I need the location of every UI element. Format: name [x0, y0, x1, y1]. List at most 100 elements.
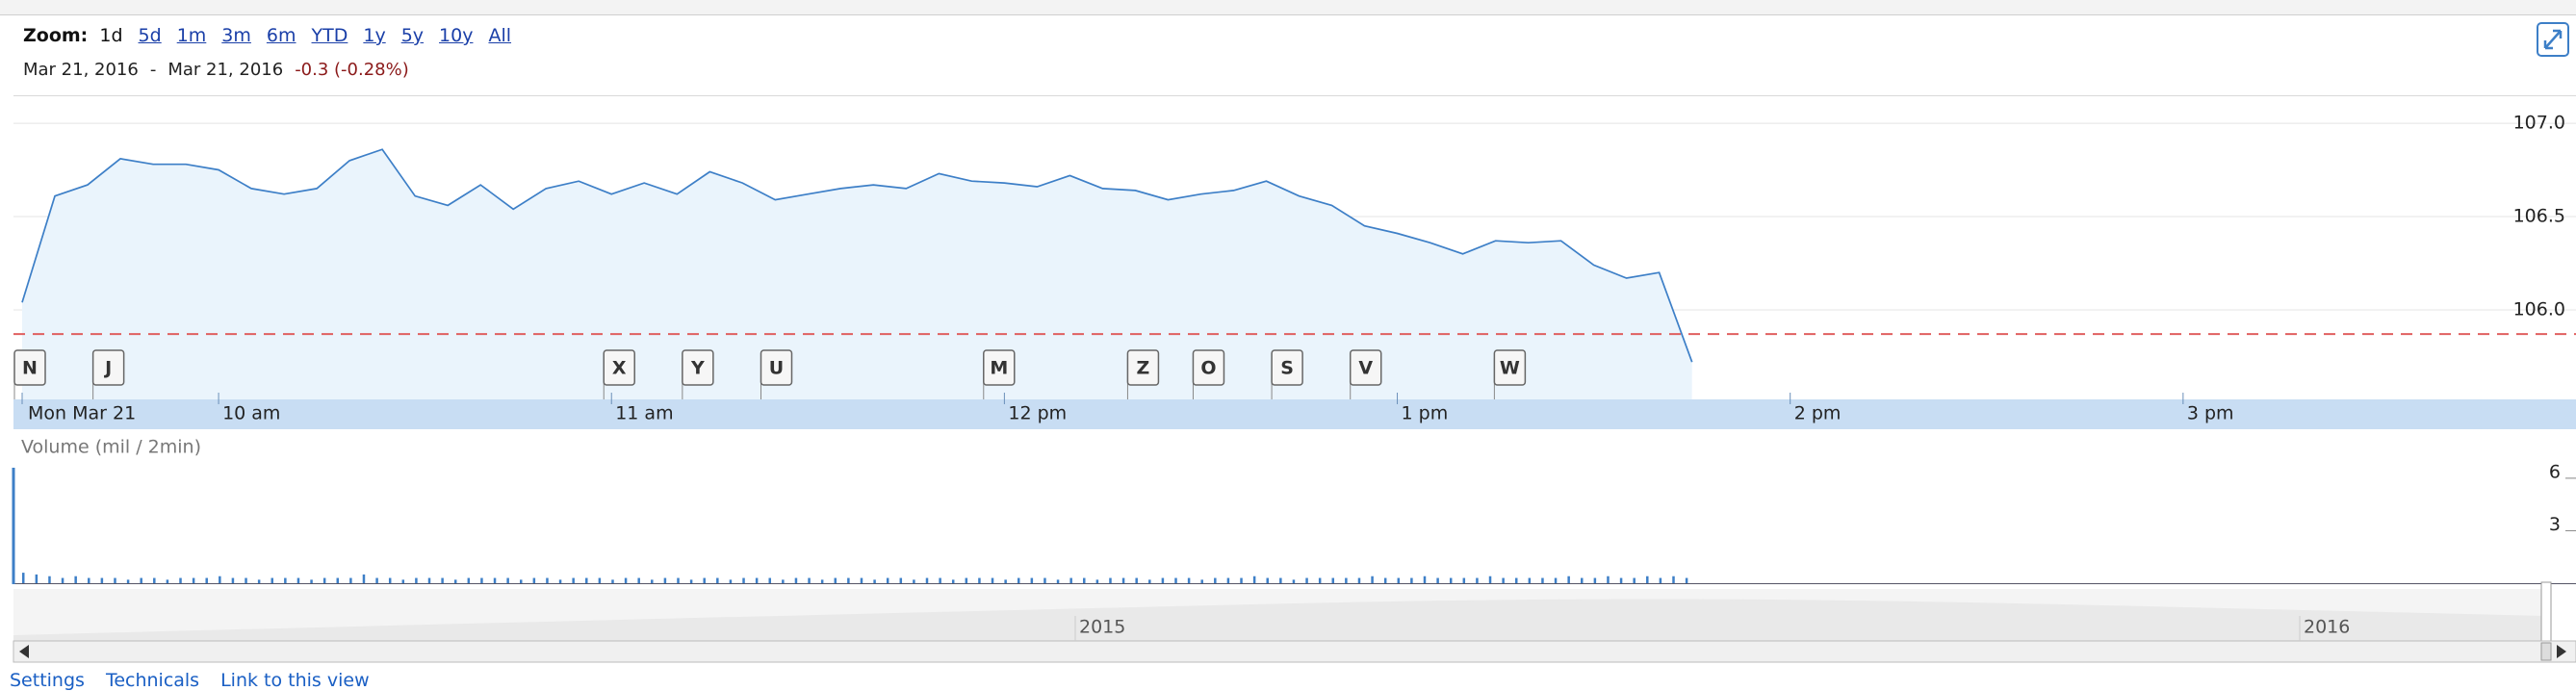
scroll-left[interactable]	[19, 645, 29, 658]
event-flag-label: W	[1500, 358, 1520, 379]
event-flag	[91, 349, 125, 386]
volume-bar	[651, 579, 654, 583]
volume-bar	[74, 576, 77, 583]
volume-bar	[1476, 577, 1479, 583]
volume-bar	[100, 577, 104, 583]
volume-bar	[1646, 576, 1649, 583]
volume-bar	[886, 577, 889, 583]
volume-bar	[1685, 577, 1688, 583]
volume-bar	[742, 577, 745, 583]
volume-bar	[1619, 577, 1623, 583]
zoom-label: Zoom:	[23, 25, 89, 46]
volume-bar	[1187, 577, 1191, 583]
volume-bar	[899, 577, 903, 583]
event-flag-label: X	[612, 358, 627, 379]
volume-bar	[1056, 579, 1060, 583]
volume-bar	[1279, 577, 1282, 583]
zoom-option[interactable]: YTD	[311, 25, 348, 46]
volume-bar	[1318, 577, 1322, 583]
zoom-option[interactable]: 5y	[400, 25, 425, 46]
zoom-options: 1d 5d 1m 3m 6m YTD 1y 5y 10y All	[99, 25, 527, 46]
zoom-option[interactable]: All	[488, 25, 512, 46]
event-flag	[682, 349, 714, 386]
expand-icon	[2543, 29, 2563, 50]
volume-bar	[1266, 577, 1269, 583]
volume-bar	[637, 577, 640, 583]
event-flag	[1192, 349, 1225, 386]
volume-bar	[166, 579, 169, 583]
volume-bar	[991, 577, 994, 583]
volume-bar	[1214, 577, 1217, 583]
volume-bar	[689, 579, 693, 583]
volume-bar	[1423, 576, 1427, 583]
y-tick-label: 106.5	[2513, 206, 2565, 227]
volume-bar	[375, 577, 378, 583]
volume-bar	[925, 577, 929, 583]
volume-bar	[847, 577, 850, 583]
y-tick-label: 3	[2549, 514, 2561, 535]
volume-bar	[1554, 577, 1558, 583]
volume-bar	[729, 579, 733, 583]
volume-bar	[755, 577, 759, 583]
zoom-option[interactable]: 1y	[363, 25, 386, 46]
volume-bar	[35, 574, 39, 583]
volume-bar	[1148, 579, 1151, 583]
volume-bar	[1659, 577, 1662, 583]
x-tick-label: 11 am	[615, 403, 673, 424]
volume-bar	[965, 577, 968, 583]
zoom-option[interactable]: 1m	[176, 25, 207, 46]
date-range: Mar 21, 2016- Mar 21, 2016 -0.3 (-0.28%)	[23, 60, 421, 80]
volume-bar	[1371, 576, 1374, 583]
event-flag	[1126, 349, 1160, 386]
volume-bar	[245, 577, 247, 583]
footer-link[interactable]: Link to this view	[220, 670, 370, 691]
scroll-thumb[interactable]	[2540, 642, 2552, 661]
volume-bar	[1607, 576, 1610, 583]
scrollbar[interactable]	[13, 640, 2576, 663]
volume-bar	[1135, 577, 1138, 583]
event-flag	[13, 349, 46, 386]
volume-bar	[415, 577, 418, 583]
scroll-right[interactable]	[2557, 645, 2566, 658]
volume-bar	[205, 577, 208, 583]
volume-bar	[192, 577, 195, 583]
volume-bar	[1581, 577, 1584, 583]
x-tick-label: 12 pm	[1008, 403, 1067, 424]
volume-bar	[1449, 577, 1453, 583]
zoom-option[interactable]: 10y	[439, 25, 474, 46]
event-flag-label: N	[22, 358, 38, 379]
volume-bar	[48, 576, 51, 583]
navigator-handle[interactable]	[2540, 581, 2552, 643]
footer-link[interactable]: Settings	[10, 670, 85, 691]
y-tick-label: 6	[2549, 461, 2561, 482]
volume-bar	[467, 577, 471, 583]
volume-bar	[336, 577, 340, 583]
area-fill	[22, 149, 1692, 399]
zoom-option[interactable]: 3m	[221, 25, 251, 46]
volume-bar	[1502, 577, 1505, 583]
zoom-option[interactable]: 6m	[266, 25, 296, 46]
volume-bar	[140, 577, 142, 583]
event-flag-label: Z	[1137, 358, 1150, 379]
event-flag-label: O	[1200, 358, 1216, 379]
volume-bar	[546, 577, 549, 583]
event-flag	[1349, 349, 1382, 386]
footer-link[interactable]: Technicals	[105, 670, 200, 691]
volume-bar	[978, 577, 981, 583]
volume-bar	[716, 577, 719, 583]
volume-bar	[453, 579, 457, 583]
volume-bar	[1541, 577, 1544, 583]
volume-bar	[1357, 577, 1361, 583]
volume-bar	[126, 579, 130, 583]
zoom-bar: Zoom: 1d 5d 1m 3m 6m YTD 1y 5y 10y All	[23, 25, 527, 46]
event-flag	[983, 349, 1016, 386]
volume-bar	[310, 579, 313, 583]
volume-bar	[519, 579, 523, 583]
volume-bar	[88, 577, 90, 583]
zoom-option[interactable]: 5d	[138, 25, 162, 46]
volume-bar	[1017, 577, 1020, 583]
volume-bar	[1043, 577, 1046, 583]
zoom-option[interactable]: 1d	[99, 25, 123, 46]
range-separator: -	[149, 60, 157, 80]
